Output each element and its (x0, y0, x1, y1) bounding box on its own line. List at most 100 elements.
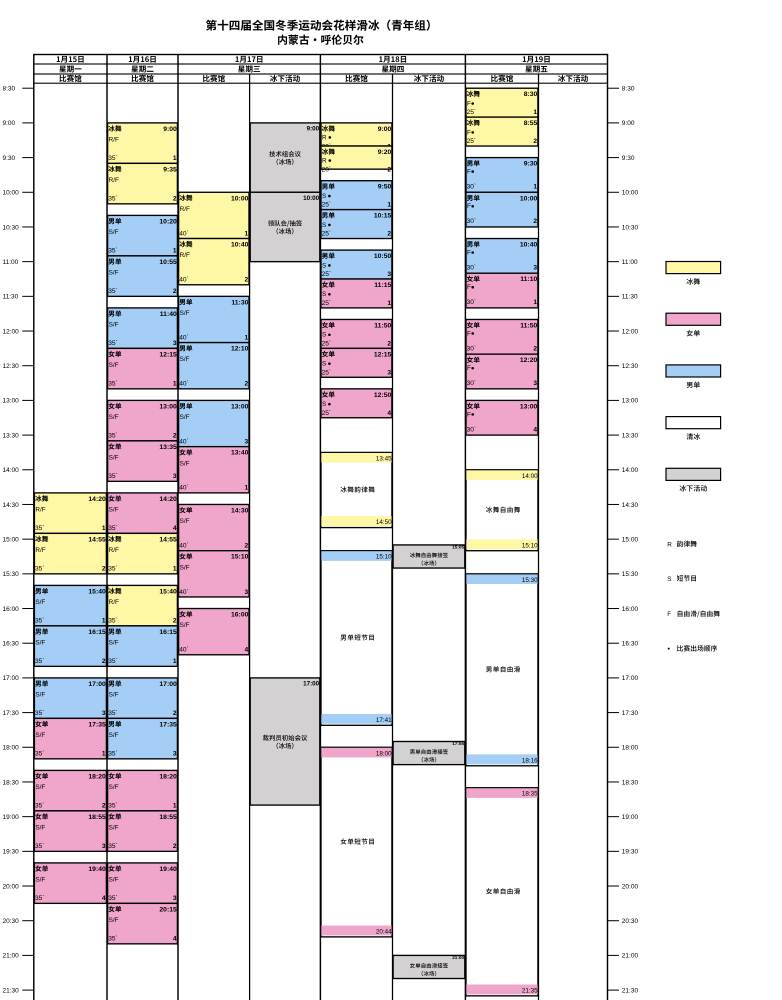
svg-text:S: S (667, 576, 671, 583)
svg-text:S/F: S/F (109, 269, 119, 276)
svg-text:25`: 25` (322, 300, 332, 307)
svg-text:S: S (322, 401, 326, 408)
svg-text:8:30: 8:30 (622, 86, 635, 93)
svg-text:18:30: 18:30 (3, 779, 20, 786)
svg-text:4: 4 (173, 936, 177, 943)
svg-text:35`: 35` (108, 566, 118, 573)
svg-text:S/F: S/F (109, 507, 119, 514)
svg-text:17:30: 17:30 (3, 710, 20, 717)
svg-text:21:00: 21:00 (3, 953, 20, 960)
svg-text:11:30: 11:30 (622, 294, 638, 301)
svg-text:1: 1 (173, 381, 177, 388)
svg-text:10:00: 10:00 (231, 195, 249, 202)
svg-text:15:30: 15:30 (622, 571, 639, 578)
svg-text:S: S (322, 291, 326, 298)
svg-text:14:30: 14:30 (622, 502, 639, 509)
svg-text:14:20: 14:20 (159, 496, 177, 503)
svg-text:25`: 25` (322, 340, 332, 347)
svg-text:16:00: 16:00 (231, 612, 249, 619)
svg-text:11:50: 11:50 (374, 322, 391, 329)
svg-text:35`: 35` (108, 618, 118, 625)
svg-text:17:00: 17:00 (88, 681, 106, 688)
svg-text:2: 2 (173, 618, 177, 625)
svg-text:S/F: S/F (109, 414, 119, 421)
svg-text:17:00: 17:00 (622, 675, 639, 682)
svg-text:15:10: 15:10 (231, 554, 249, 561)
svg-text:15:10: 15:10 (522, 542, 538, 549)
svg-text:40`: 40` (179, 485, 189, 492)
svg-text:S: S (322, 222, 326, 229)
svg-text:4: 4 (245, 647, 249, 654)
svg-text:11:10: 11:10 (520, 276, 537, 283)
svg-text:R/F: R/F (109, 137, 119, 144)
svg-text:15:00: 15:00 (622, 536, 639, 543)
svg-text:25`: 25` (467, 109, 477, 116)
svg-text:25`: 25` (467, 138, 477, 145)
svg-text:9:00: 9:00 (378, 126, 392, 133)
svg-text:R: R (322, 134, 327, 141)
svg-text:10:30: 10:30 (3, 224, 20, 231)
svg-text:35`: 35` (108, 710, 118, 717)
svg-text:35`: 35` (35, 803, 45, 810)
svg-text:10:20: 10:20 (159, 218, 177, 225)
svg-text:9:20: 9:20 (378, 149, 392, 156)
svg-text:35`: 35` (35, 710, 45, 717)
svg-text:F: F (467, 411, 471, 418)
svg-text:R: R (667, 541, 672, 548)
svg-text:10:40: 10:40 (520, 242, 538, 249)
svg-text:S/F: S/F (180, 310, 190, 317)
svg-text:3: 3 (173, 340, 177, 347)
svg-text:14:20: 14:20 (88, 496, 106, 503)
svg-text:19:00: 19:00 (3, 814, 20, 821)
svg-text:S/F: S/F (109, 917, 119, 924)
svg-text:9:00: 9:00 (163, 126, 177, 133)
svg-text:R/F: R/F (180, 252, 190, 259)
svg-text:3: 3 (387, 369, 391, 376)
svg-text:13:00: 13:00 (3, 398, 20, 405)
svg-text:35`: 35` (108, 433, 118, 440)
svg-text:8:30: 8:30 (3, 86, 16, 93)
svg-text:17:00: 17:00 (159, 681, 177, 688)
svg-text:S: S (322, 193, 326, 200)
svg-text:12:15: 12:15 (159, 351, 177, 358)
svg-text:14:50: 14:50 (376, 519, 392, 526)
svg-text:1: 1 (173, 248, 177, 255)
svg-text:10:00: 10:00 (520, 195, 538, 202)
svg-text:21:30: 21:30 (622, 987, 639, 994)
svg-text:10:30: 10:30 (622, 224, 639, 231)
svg-text:35`: 35` (35, 895, 45, 902)
svg-text:14:55: 14:55 (88, 536, 106, 543)
svg-text:F: F (467, 203, 471, 210)
svg-text:14:00: 14:00 (3, 467, 20, 474)
svg-text:35`: 35` (108, 658, 118, 665)
svg-text:S/F: S/F (109, 732, 119, 739)
svg-text:35`: 35` (35, 618, 45, 625)
svg-text:2: 2 (533, 345, 537, 352)
svg-text:9:35: 9:35 (163, 166, 177, 173)
svg-text:13:30: 13:30 (3, 432, 20, 439)
svg-text:1: 1 (387, 300, 391, 307)
svg-text:S/F: S/F (35, 877, 45, 884)
svg-text:12:20: 12:20 (520, 357, 538, 364)
svg-text:35`: 35` (35, 843, 45, 850)
svg-text:F: F (467, 129, 471, 136)
svg-text:1: 1 (245, 230, 249, 237)
svg-text:12:15: 12:15 (374, 351, 392, 358)
svg-text:4: 4 (533, 426, 537, 433)
svg-text:15:30: 15:30 (3, 571, 20, 578)
svg-text:8:55: 8:55 (524, 120, 538, 127)
svg-text:14:00: 14:00 (622, 467, 639, 474)
svg-text:40`: 40` (179, 438, 189, 445)
svg-text:F: F (467, 100, 471, 107)
svg-text:2: 2 (387, 166, 391, 173)
svg-text:9:30: 9:30 (524, 161, 538, 168)
svg-text:1: 1 (533, 299, 537, 306)
svg-text:35`: 35` (108, 803, 118, 810)
svg-text:S/F: S/F (109, 639, 119, 646)
svg-text:35`: 35` (108, 340, 118, 347)
svg-text:11:40: 11:40 (160, 311, 177, 318)
svg-text:1: 1 (387, 202, 391, 209)
svg-text:1: 1 (173, 658, 177, 665)
svg-text:20`: 20` (322, 166, 332, 173)
svg-text:12:50: 12:50 (374, 392, 392, 399)
